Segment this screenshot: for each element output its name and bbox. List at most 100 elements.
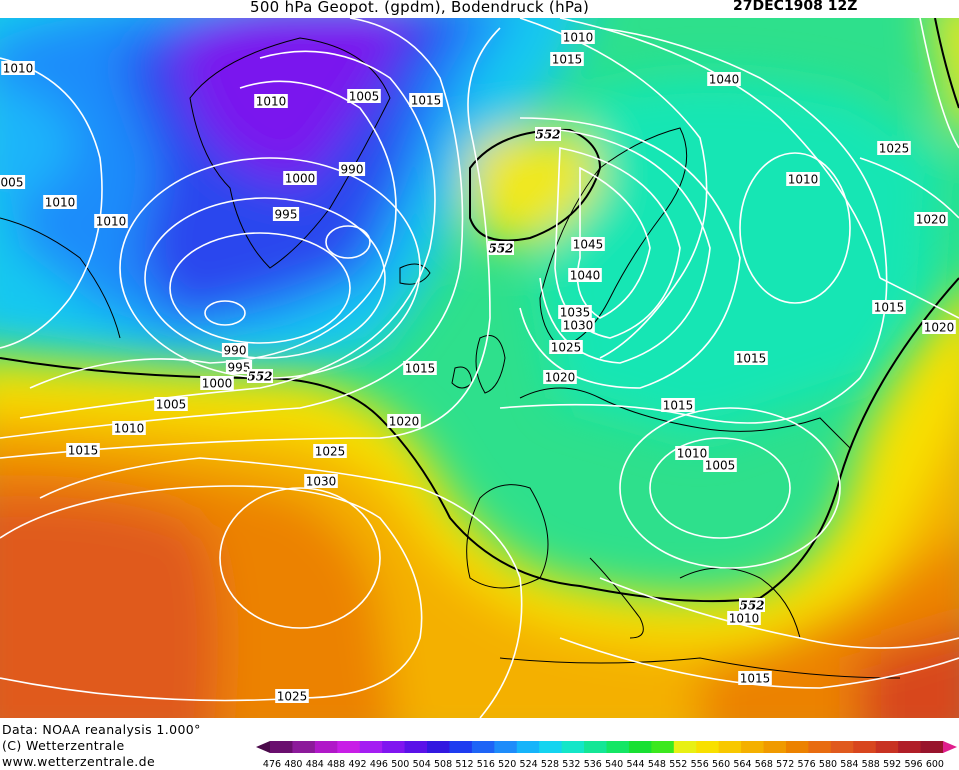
isobar-label: 1010 xyxy=(727,611,761,626)
contour-label-box xyxy=(739,598,765,612)
isobar-label: 1010 xyxy=(561,30,595,45)
isobar-label-box xyxy=(571,237,605,251)
coast-iceland xyxy=(399,263,431,285)
isobar-label-text: 1030 xyxy=(306,475,337,489)
color-legend: 476 480 484 488 492 496 500 504 508 512 516 520 524 5… xyxy=(256,741,957,770)
isobar-label-text: 1015 xyxy=(736,352,767,366)
isobar-label-text: 1040 xyxy=(709,73,740,87)
legend-value-label: 480 xyxy=(284,759,302,770)
legend-value-label: 564 xyxy=(733,759,751,770)
isobar-label-box xyxy=(661,398,695,412)
isobar-label: 1025 xyxy=(877,141,911,156)
legend-swatch xyxy=(449,741,473,753)
contour-label-text: 552 xyxy=(739,599,764,613)
isobar-label: 1010 xyxy=(254,94,288,109)
isobar-label-box xyxy=(568,268,602,282)
legend-swatch xyxy=(516,741,540,753)
isobar-1010-south xyxy=(619,407,841,569)
legend-value-label: 600 xyxy=(926,759,944,770)
legend-value-label: 548 xyxy=(648,759,666,770)
isobar-label: 1015 xyxy=(661,398,695,413)
isobar-label-box xyxy=(225,360,253,374)
isobar-label-box xyxy=(558,305,592,319)
legend-swatch xyxy=(718,741,742,753)
isobar-label: 1015 xyxy=(550,52,584,67)
legend-swatch xyxy=(404,741,428,753)
contour-label-text: 552 xyxy=(247,370,272,384)
isobar-label-box xyxy=(703,458,737,472)
isobar-label: 1005 xyxy=(703,458,737,473)
isobar-label: 1045 xyxy=(571,237,605,252)
legend-swatch xyxy=(785,741,809,753)
isobar-label-text: 1015 xyxy=(663,399,694,413)
isobar-label-text: 1015 xyxy=(411,94,442,108)
legend-swatch xyxy=(539,741,563,753)
isobar-label: 1030 xyxy=(561,318,595,333)
isobar-label: 1010 xyxy=(675,446,709,461)
map-title: 500 hPa Geopot. (gpdm), Bodendruck (hPa) xyxy=(250,0,590,16)
isobar-label-text: 1010 xyxy=(114,422,145,436)
legend-swatch xyxy=(696,741,720,753)
coast-uk xyxy=(475,335,506,394)
legend-value-label: 476 xyxy=(263,759,281,770)
legend-value-label: 596 xyxy=(904,759,922,770)
isobar-label-box xyxy=(272,207,300,221)
legend-value-label: 504 xyxy=(413,759,431,770)
contour-label-text: 552 xyxy=(535,128,560,142)
isobar-label-text: 1010 xyxy=(96,215,127,229)
isobar-label-text: 1030 xyxy=(563,319,594,333)
isobar-label-box xyxy=(786,172,820,186)
isobar-label: 1015 xyxy=(738,671,772,686)
legend-value-label: 584 xyxy=(840,759,858,770)
contour-label-box xyxy=(535,127,561,141)
isobar-label: 005 xyxy=(0,175,26,190)
legend-swatch xyxy=(741,741,765,753)
contour-label-text: 552 xyxy=(488,242,513,256)
isobar-label-box xyxy=(1,61,35,75)
isobar-label-box xyxy=(304,474,338,488)
legend-swatch xyxy=(256,741,270,753)
legend-swatch xyxy=(359,741,383,753)
contour-552-ne xyxy=(934,18,959,109)
isobar-1020-e xyxy=(879,277,959,319)
isobar-label-text: 1045 xyxy=(573,238,604,252)
isobar-label: 1015 xyxy=(734,351,768,366)
legend-value-label: 588 xyxy=(862,759,880,770)
isobar-label-box xyxy=(221,343,249,357)
isobar-label: 1025 xyxy=(549,340,583,355)
isobar-label: 1040 xyxy=(568,268,602,283)
legend-labels: 476 480 484 488 492 496 500 504 508 512 516 520 524 5… xyxy=(263,759,944,770)
legend-swatch xyxy=(875,741,899,753)
isobar-label-box xyxy=(561,318,595,332)
isobar-label-text: 1010 xyxy=(45,196,76,210)
isobar-label-box xyxy=(734,351,768,365)
legend-swatch xyxy=(853,741,877,753)
coast-greenland xyxy=(189,37,391,269)
copyright-credit: (C) Wetterzentrale xyxy=(2,738,125,753)
legend-swatch xyxy=(830,741,854,753)
contour-label: 552 xyxy=(739,598,765,613)
isobar-label-box xyxy=(0,175,26,189)
legend-value-label: 560 xyxy=(712,759,730,770)
contour-label-box xyxy=(488,241,514,255)
legend-swatch xyxy=(382,741,406,753)
legend-value-label: 576 xyxy=(798,759,816,770)
isobar-label-box xyxy=(549,340,583,354)
legend-value-label: 516 xyxy=(477,759,495,770)
isobar-1015a xyxy=(0,27,501,459)
isobar-label: 995 xyxy=(225,360,253,375)
map-header: 500 hPa Geopot. (gpdm), Bodendruck (hPa)… xyxy=(0,0,959,18)
isobar-label: 1020 xyxy=(914,212,948,227)
legend-value-label: 532 xyxy=(562,759,580,770)
legend-swatch xyxy=(314,741,338,753)
isobar-label-text: 990 xyxy=(341,163,364,177)
isobar-1005-south xyxy=(649,437,791,539)
isobar-label-box xyxy=(254,94,288,108)
isobar-1045 xyxy=(576,166,651,319)
legend-swatch xyxy=(898,741,922,753)
contour-label: 552 xyxy=(535,127,561,142)
isobar-label: 990 xyxy=(221,343,249,358)
isobar-label-text: 1010 xyxy=(256,95,287,109)
isobar-label-text: 1005 xyxy=(349,90,380,104)
